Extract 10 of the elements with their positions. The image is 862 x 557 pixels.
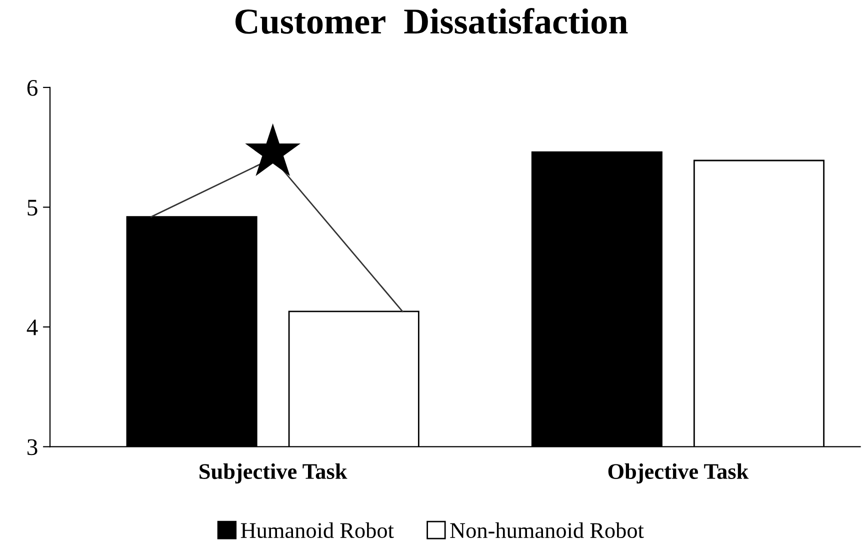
x-tick-label: Subjective Task <box>200 463 348 484</box>
annotation: ★ <box>245 123 301 176</box>
legend-label: Humanoid Robot <box>240 522 394 538</box>
y-tick-label: 4 <box>26 320 38 336</box>
y-tick-label: 5 <box>28 200 38 216</box>
x-tick-label: Objective Task <box>608 463 749 484</box>
chart-title: Customer Dissatisfaction <box>235 8 628 34</box>
y-tick-label: 3 <box>28 439 38 456</box>
y-tick-label: 6 <box>27 80 38 96</box>
legend-label: Non-humanoid Robot <box>450 522 644 538</box>
